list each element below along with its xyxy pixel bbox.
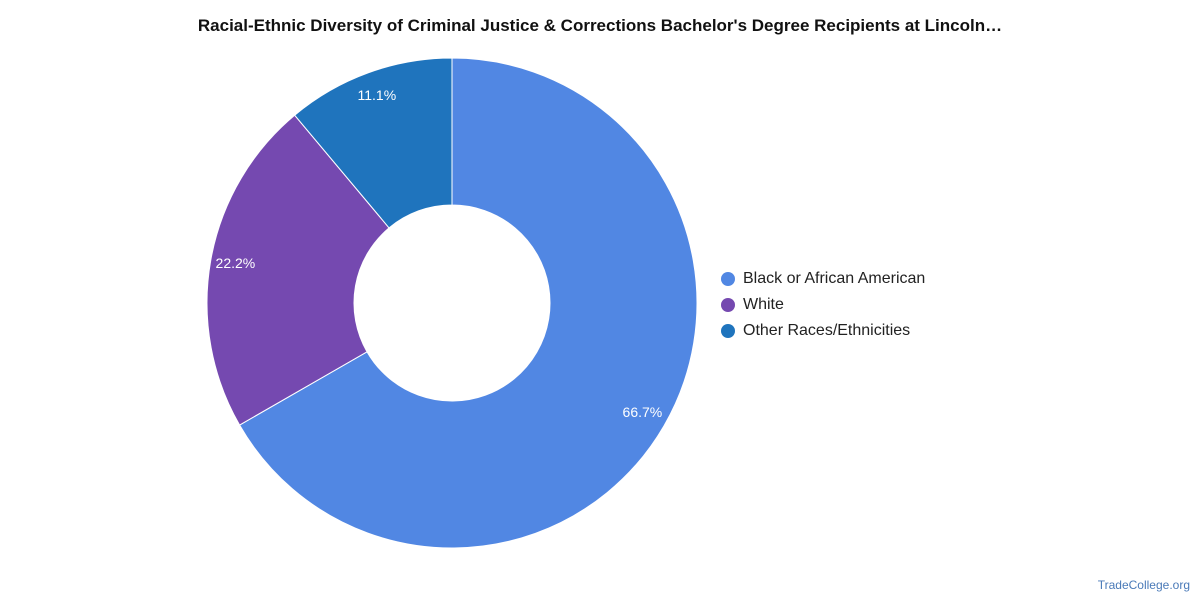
slice-data-label: 11.1% bbox=[357, 87, 396, 103]
slice-white[interactable] bbox=[206, 114, 390, 426]
chart-title: Racial-Ethnic Diversity of Criminal Just… bbox=[197, 16, 1003, 35]
legend-item-black[interactable]: Black or African American bbox=[721, 266, 925, 292]
slice-other[interactable] bbox=[293, 57, 453, 229]
legend-swatch bbox=[721, 272, 735, 286]
legend-label: White bbox=[743, 296, 784, 313]
legend: Black or African American White Other Ra… bbox=[721, 266, 925, 344]
legend-swatch bbox=[721, 324, 735, 338]
watermark[interactable]: TradeCollege.org bbox=[1097, 578, 1190, 592]
legend-label: Other Races/Ethnicities bbox=[743, 322, 911, 339]
slice-data-label: 66.7% bbox=[623, 404, 663, 420]
slice-data-label: 22.2% bbox=[216, 255, 256, 271]
legend-label: Black or African American bbox=[743, 270, 926, 287]
slice-black[interactable] bbox=[238, 57, 698, 549]
legend-item-white[interactable]: White bbox=[721, 292, 925, 318]
legend-item-other[interactable]: Other Races/Ethnicities bbox=[721, 318, 925, 344]
legend-swatch bbox=[721, 298, 735, 312]
